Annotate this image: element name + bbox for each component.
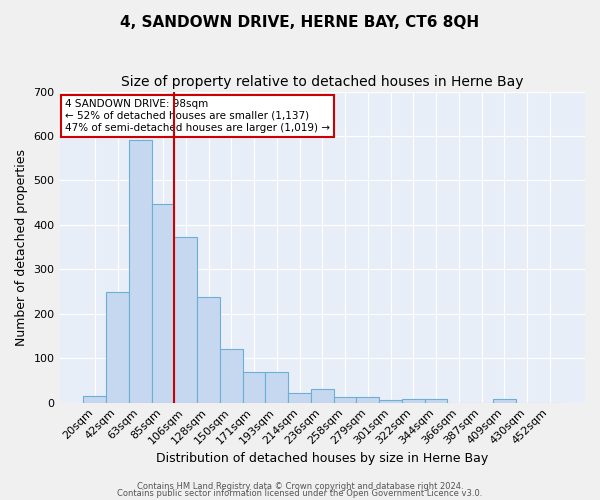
- Bar: [334, 398, 356, 402]
- Bar: [175, 238, 197, 402]
- X-axis label: Distribution of detached houses by size in Herne Bay: Distribution of detached houses by size …: [156, 452, 488, 465]
- Bar: [379, 400, 402, 402]
- Bar: [288, 393, 311, 402]
- Bar: [106, 292, 129, 403]
- Bar: [265, 372, 288, 402]
- Bar: [425, 399, 448, 402]
- Bar: [197, 297, 220, 403]
- Title: Size of property relative to detached houses in Herne Bay: Size of property relative to detached ho…: [121, 75, 524, 89]
- Bar: [83, 396, 106, 402]
- Bar: [152, 204, 175, 402]
- Bar: [493, 400, 515, 402]
- Text: 4, SANDOWN DRIVE, HERNE BAY, CT6 8QH: 4, SANDOWN DRIVE, HERNE BAY, CT6 8QH: [121, 15, 479, 30]
- Y-axis label: Number of detached properties: Number of detached properties: [15, 148, 28, 346]
- Bar: [311, 390, 334, 402]
- Bar: [242, 372, 265, 402]
- Text: Contains public sector information licensed under the Open Government Licence v3: Contains public sector information licen…: [118, 489, 482, 498]
- Bar: [220, 350, 242, 403]
- Bar: [402, 399, 425, 402]
- Bar: [129, 140, 152, 402]
- Bar: [356, 398, 379, 402]
- Text: 4 SANDOWN DRIVE: 98sqm
← 52% of detached houses are smaller (1,137)
47% of semi-: 4 SANDOWN DRIVE: 98sqm ← 52% of detached…: [65, 100, 330, 132]
- Text: Contains HM Land Registry data © Crown copyright and database right 2024.: Contains HM Land Registry data © Crown c…: [137, 482, 463, 491]
